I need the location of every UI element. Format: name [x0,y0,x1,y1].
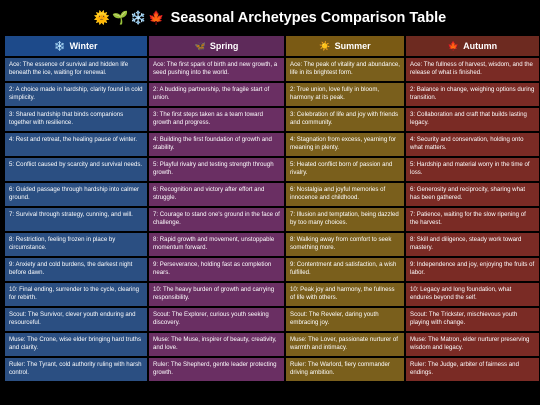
table-cell-summer: 9: Contentment and satisfaction, a wish … [286,258,404,281]
table-cell-winter: 7: Survival through strategy, cunning, a… [5,208,147,231]
table-cell-summer: 2: True union, love fully in bloom, harm… [286,83,404,106]
table-cell-summer: 7: Illusion and temptation, being dazzle… [286,208,404,231]
butterfly-icon: 🦋 [194,40,206,51]
table-cell-autumn: 4: Security and conservation, holding on… [406,133,539,156]
maple-leaf-icon: 🍁 [447,40,460,51]
table-cell-summer: Muse: The Lover, passionate nurturer of … [286,333,404,356]
table-cell-spring: Muse: The Muse, inspirer of beauty, crea… [149,333,284,356]
table-cell-summer: Ace: The peak of vitality and abundance,… [286,58,404,81]
table-cell-autumn: 6: Generosity and reciprocity, sharing w… [406,183,539,206]
season-icons: 🌞 🌱 ❄️ 🍁 [94,10,165,26]
seedling-icon: 🌱 [112,10,129,25]
table-cell-autumn: 5: Hardship and material worry in the ti… [406,158,539,181]
table-cell-summer: 6: Nostalgia and joyful memories of inno… [286,183,404,206]
table-cell-winter: Muse: The Crone, wise elder bringing har… [5,333,147,356]
column-header-label: Spring [209,41,239,51]
table-cell-winter: Ruler: The Tyrant, cold authority ruling… [5,358,147,381]
column-header-winter: ❄️ Winter [5,36,147,56]
comparison-table: ❄️ Winter 🦋 Spring ☀️ Summer 🍁 Autumn Ac… [5,36,539,383]
table-cell-summer: Ruler: The Warlord, fiery commander driv… [286,358,404,381]
table-cell-spring: 6: Recognition and victory after effort … [149,183,284,206]
table-cell-spring: 5: Playful rivalry and testing strength … [149,158,284,181]
sun-icon: 🌞 [93,10,111,25]
table-cell-autumn: Ruler: The Judge, arbiter of fairness an… [406,358,539,381]
table-cell-winter: Scout: The Survivor, clever youth enduri… [5,308,147,331]
table-cell-autumn: 7: Patience, waiting for the slow ripeni… [406,208,539,231]
table-cell-spring: Scout: The Explorer, curious youth seeki… [149,308,284,331]
table-cell-spring: 8: Rapid growth and movement, unstoppabl… [149,233,284,256]
title-text: Seasonal Archetypes Comparison Table [170,10,447,26]
table-cell-winter: 8: Restriction, feeling frozen in place … [5,233,147,256]
table-cell-spring: 3: The first steps taken as a team towar… [149,108,284,131]
table-cell-autumn: 10: Legacy and long foundation, what end… [406,283,539,306]
table-cell-winter: 10: Final ending, surrender to the cycle… [5,283,147,306]
table-cell-autumn: 8: Skill and diligence, steady work towa… [406,233,539,256]
table-cell-winter: Ace: The essence of survival and hidden … [5,58,147,81]
table-cell-spring: 9: Perseverance, holding fast as complet… [149,258,284,281]
table-cell-winter: 6: Guided passage through hardship into … [5,183,147,206]
table-cell-summer: Scout: The Reveler, daring youth embraci… [286,308,404,331]
table-cell-winter: 5: Conflict caused by scarcity and survi… [5,158,147,181]
table-cell-autumn: Scout: The Trickster, mischievous youth … [406,308,539,331]
page-title: 🌞 🌱 ❄️ 🍁 Seasonal Archetypes Comparison … [0,0,540,36]
table-cell-winter: 3: Shared hardship that binds companions… [5,108,147,131]
table-cell-spring: 7: Courage to stand one's ground in the … [149,208,284,231]
table-cell-spring: 2: A budding partnership, the fragile st… [149,83,284,106]
table-cell-autumn: Muse: The Matron, elder nurturer preserv… [406,333,539,356]
column-header-spring: 🦋 Spring [149,36,284,56]
table-cell-autumn: 9: Independence and joy, enjoying the fr… [406,258,539,281]
snowflake-icon: ❄️ [54,40,66,51]
snowflake-icon: ❄️ [130,10,147,25]
table-cell-spring: 10: The heavy burden of growth and carry… [149,283,284,306]
table-cell-summer: 10: Peak joy and harmony, the fullness o… [286,283,404,306]
table-cell-summer: 3: Celebration of life and joy with frie… [286,108,404,131]
table-cell-summer: 4: Stagnation from excess, yearning for … [286,133,404,156]
table-cell-winter: 4: Rest and retreat, the healing pause o… [5,133,147,156]
maple-leaf-icon: 🍁 [148,10,165,25]
column-header-summer: ☀️ Summer [286,36,404,56]
table-cell-autumn: 3: Collaboration and craft that builds l… [406,108,539,131]
table-cell-winter: 2: A choice made in hardship, clarity fo… [5,83,147,106]
table-cell-summer: 8: Walking away from comfort to seek som… [286,233,404,256]
table-cell-autumn: Ace: The fullness of harvest, wisdom, an… [406,58,539,81]
table-cell-autumn: 2: Balance in change, weighing options d… [406,83,539,106]
sun-icon: ☀️ [319,40,331,51]
table-cell-summer: 5: Heated conflict born of passion and r… [286,158,404,181]
column-header-label: Autumn [463,41,498,51]
table-cell-spring: Ruler: The Shepherd, gentle leader prote… [149,358,284,381]
table-cell-spring: 4: Building the first foundation of grow… [149,133,284,156]
column-header-label: Summer [334,41,371,51]
column-header-autumn: 🍁 Autumn [406,36,539,56]
column-header-label: Winter [69,41,98,51]
table-cell-spring: Ace: The first spark of birth and new gr… [149,58,284,81]
table-cell-winter: 9: Anxiety and cold burdens, the darkest… [5,258,147,281]
